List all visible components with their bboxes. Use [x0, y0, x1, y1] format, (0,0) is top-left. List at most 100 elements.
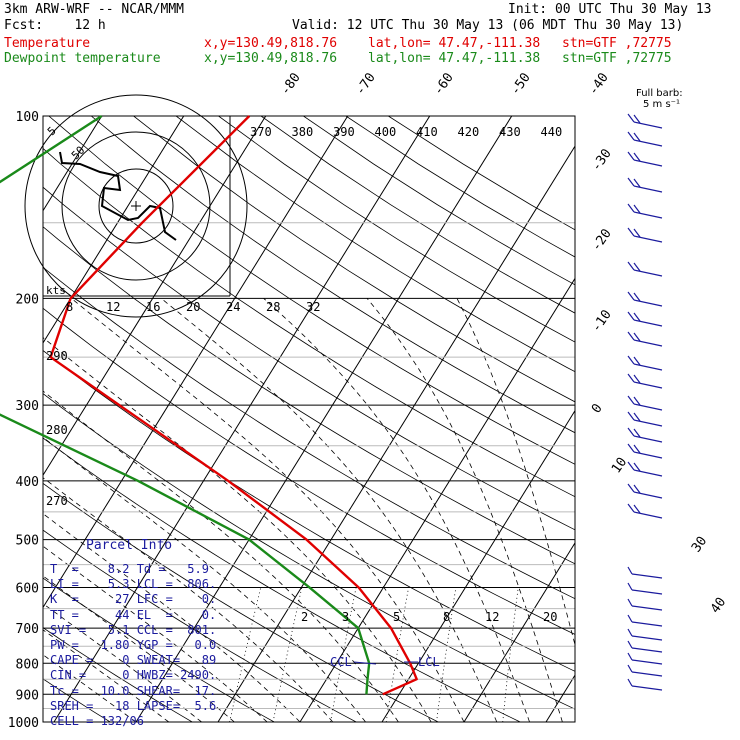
barb-staff — [631, 635, 663, 641]
theta-label: 440 — [541, 125, 563, 139]
hodo-axis-label: 32 — [306, 300, 320, 314]
wind-barb — [627, 443, 663, 459]
legend-dewpoint-latlon: lat,lon= 47.47,-111.38 — [368, 51, 541, 66]
barb-flag — [627, 566, 633, 575]
barb-staff — [633, 511, 663, 519]
barb-flag — [633, 332, 641, 342]
wind-barb — [627, 113, 663, 129]
mixing-ratio-label: 12 — [485, 610, 499, 624]
barb-flag — [627, 461, 635, 471]
moist-adiabat — [160, 298, 498, 722]
barb-flag — [633, 462, 641, 472]
wind-barb — [627, 614, 663, 627]
full-barb-label: Full barb: 5 m s⁻¹ — [636, 88, 683, 110]
pressure-label: 900 — [16, 688, 39, 703]
barb-staff — [633, 139, 663, 147]
barb-flag — [633, 204, 641, 214]
parcel-row: Tc = 10.0 SHEAR= 17. — [50, 683, 217, 698]
isotherm-label: 30 — [689, 534, 710, 555]
mixing-ratio-label: 2 — [301, 610, 308, 624]
theta-label: 380 — [292, 125, 314, 139]
barb-flag — [627, 373, 635, 383]
isotherm-line — [299, 116, 575, 722]
barb-flag — [627, 261, 635, 271]
wind-barb — [627, 503, 663, 519]
isotherm-line — [628, 116, 740, 722]
hodo-axis-label: 16 — [146, 300, 160, 314]
barb-staff — [633, 469, 663, 477]
hodo-axis-label: 8 — [66, 300, 73, 314]
barb-staff — [633, 403, 663, 411]
mixing-ratio-label: 8 — [443, 610, 450, 624]
barb-staff — [633, 451, 663, 459]
barb-staff — [631, 659, 663, 665]
parcel-row: PW = 1.80 YGP = 0.0 — [50, 638, 217, 652]
barb-staff — [633, 363, 663, 371]
wind-barb — [627, 203, 663, 219]
barb-flag — [627, 614, 633, 623]
isotherm-label: -10 — [589, 307, 615, 335]
barb-flag — [633, 374, 641, 384]
barb-staff — [631, 685, 663, 691]
dry-adiabat — [175, 116, 575, 722]
theta-side-label: 290 — [46, 349, 68, 363]
parcel-row: CIN = 0 HWBZ= 2490. — [50, 668, 217, 683]
isotherm-label: -30 — [589, 146, 615, 174]
dry-adiabat — [218, 116, 575, 722]
wind-barb — [627, 291, 663, 307]
theta-label: 400 — [375, 125, 397, 139]
barb-flag — [633, 114, 641, 124]
barb-flag — [633, 312, 641, 322]
barb-flag — [633, 132, 641, 142]
parcel-row: CELL = 132/06 — [50, 714, 144, 728]
plot-frame — [42, 115, 576, 723]
barb-flag — [633, 428, 641, 438]
barb-flag — [633, 292, 641, 302]
isotherm-label: 40 — [708, 595, 729, 616]
barb-staff — [633, 235, 663, 243]
barb-flag — [627, 427, 635, 437]
wind-barbs — [627, 113, 663, 691]
legend-temperature-stn: stn=GTF ,72775 — [562, 36, 672, 51]
mixing-ratio-label: 5 — [393, 610, 400, 624]
barb-staff — [633, 491, 663, 499]
wind-barb — [627, 582, 663, 595]
pressure-label: 800 — [16, 657, 39, 672]
parcel-row: LI = 5.3 LCL = 806. — [50, 577, 217, 592]
wind-barb — [627, 395, 663, 411]
pressure-label: 200 — [16, 292, 39, 307]
wind-barb — [627, 427, 663, 443]
pressure-label: 400 — [16, 475, 39, 490]
barb-flag — [627, 151, 635, 161]
isotherm-label: 0 — [589, 401, 606, 416]
isotherm-label: -60 — [431, 70, 457, 98]
wind-barb — [627, 483, 663, 499]
barb-flag — [627, 177, 635, 187]
pressure-label: 500 — [16, 534, 39, 549]
parcel-row: TT = 44 EL = 0. — [50, 607, 217, 622]
barb-flag — [633, 262, 641, 272]
moist-adiabat — [43, 298, 170, 722]
barb-flag — [633, 484, 641, 494]
theta-side-label: 270 — [46, 494, 68, 508]
legend-dewpoint-coords: x,y=130.49,818.76 — [204, 51, 338, 66]
barb-staff — [633, 185, 663, 193]
barb-staff — [633, 121, 663, 129]
isotherm-label: -40 — [586, 70, 612, 98]
barb-staff — [633, 339, 663, 347]
barb-flag — [627, 203, 635, 213]
forecast-hour: Fcst: 12 h — [4, 18, 106, 33]
barb-flag — [627, 355, 635, 365]
dewpoint-profile — [0, 114, 371, 695]
isotherm-line — [135, 116, 513, 722]
barb-staff — [633, 299, 663, 307]
legend-dewpoint-stn: stn=GTF ,72775 — [562, 51, 672, 66]
moist-adiabat — [43, 298, 366, 722]
mixing-ratio-line — [330, 587, 357, 722]
legend-temperature-latlon: lat,lon= 47.47,-111.38 — [368, 36, 541, 51]
wind-barb — [627, 640, 663, 653]
barb-staff — [631, 605, 663, 611]
moist-adiabat — [366, 298, 563, 722]
isotherm-label: -50 — [508, 70, 534, 98]
barb-flag — [627, 131, 635, 141]
